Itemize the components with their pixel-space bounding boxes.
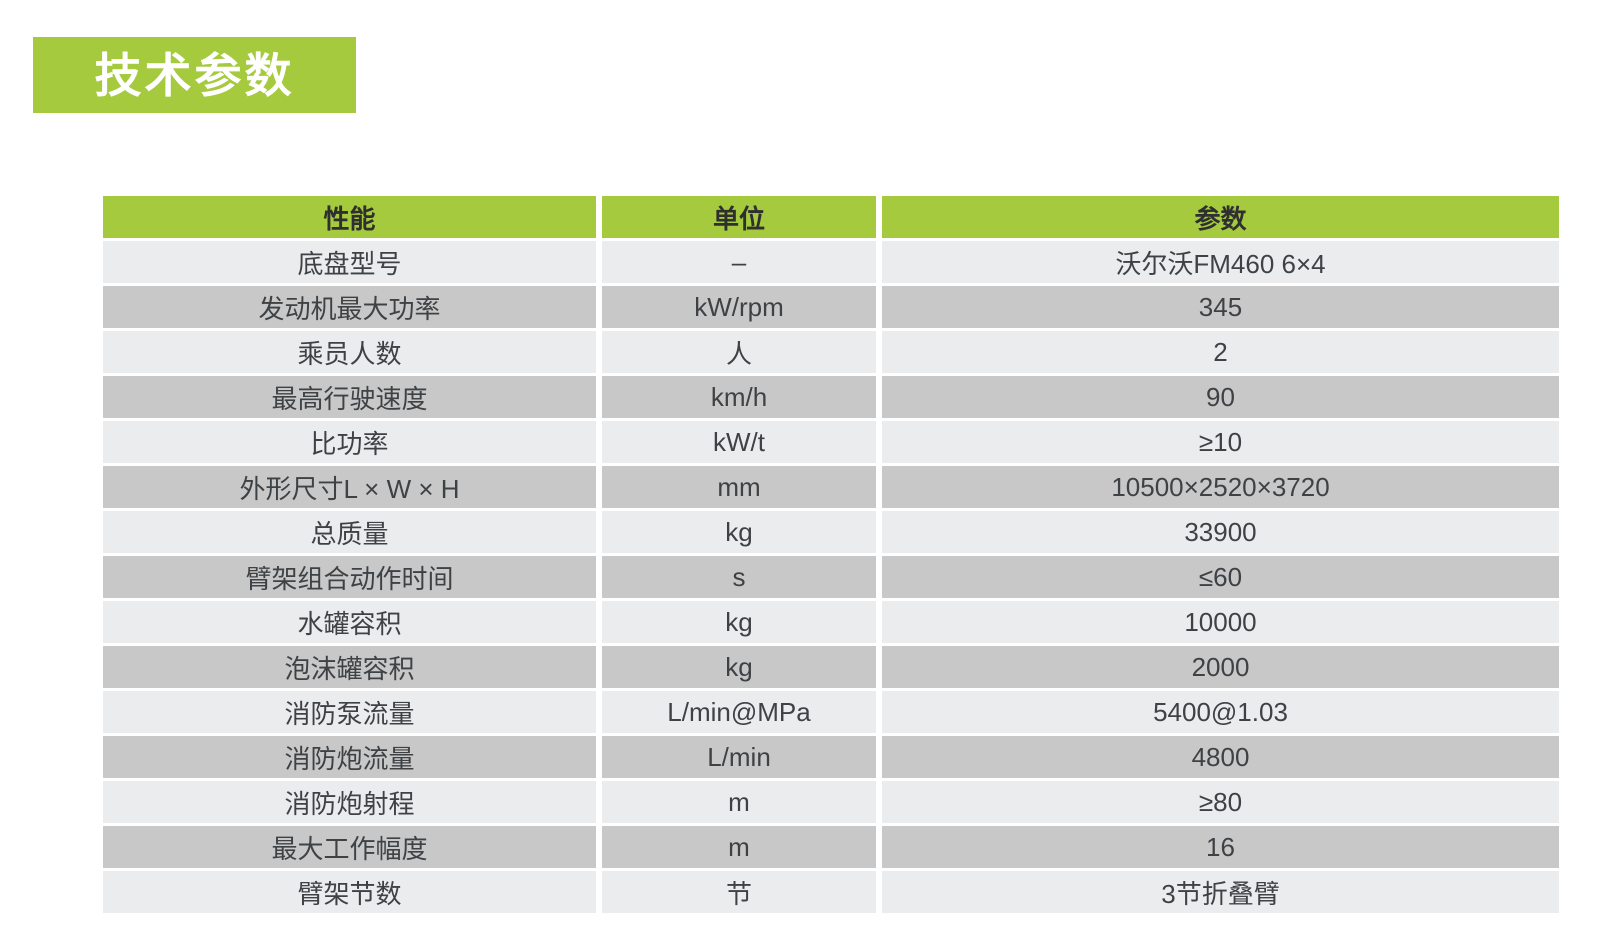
value-cell: 345 xyxy=(882,286,1559,328)
unit-cell: L/min@MPa xyxy=(602,691,876,733)
param-name-cell: 水罐容积 xyxy=(103,601,596,643)
unit-cell: L/min xyxy=(602,736,876,778)
unit-cell: kW/t xyxy=(602,421,876,463)
value-cell: 33900 xyxy=(882,511,1559,553)
section-title: 技术参数 xyxy=(94,48,295,102)
param-name-cell: 泡沫罐容积 xyxy=(103,646,596,688)
column-header-parameter: 参数 xyxy=(882,196,1559,238)
column-header-performance: 性能 xyxy=(103,196,596,238)
unit-cell: s xyxy=(602,556,876,598)
value-cell: 3节折叠臂 xyxy=(882,871,1559,913)
value-cell: 2000 xyxy=(882,646,1559,688)
section-title-badge: 技术参数 xyxy=(33,37,356,113)
column-header-unit: 单位 xyxy=(602,196,876,238)
unit-cell: kW/rpm xyxy=(602,286,876,328)
param-name-cell: 总质量 xyxy=(103,511,596,553)
param-name-cell: 最大工作幅度 xyxy=(103,826,596,868)
param-name-cell: 比功率 xyxy=(103,421,596,463)
value-cell: ≥10 xyxy=(882,421,1559,463)
param-name-cell: 臂架组合动作时间 xyxy=(103,556,596,598)
param-name-cell: 发动机最大功率 xyxy=(103,286,596,328)
value-cell: 10500×2520×3720 xyxy=(882,466,1559,508)
param-name-cell: 外形尺寸L × W × H xyxy=(103,466,596,508)
unit-cell: m xyxy=(602,781,876,823)
unit-cell: kg xyxy=(602,511,876,553)
unit-cell: 节 xyxy=(602,871,876,913)
value-cell: ≥80 xyxy=(882,781,1559,823)
unit-cell: 人 xyxy=(602,331,876,373)
value-cell: 90 xyxy=(882,376,1559,418)
unit-cell: kg xyxy=(602,601,876,643)
unit-cell: km/h xyxy=(602,376,876,418)
value-cell: 沃尔沃FM460 6×4 xyxy=(882,241,1559,283)
value-cell: 4800 xyxy=(882,736,1559,778)
param-name-cell: 底盘型号 xyxy=(103,241,596,283)
unit-cell: – xyxy=(602,241,876,283)
param-name-cell: 臂架节数 xyxy=(103,871,596,913)
param-name-cell: 最高行驶速度 xyxy=(103,376,596,418)
technical-parameters-table: 性能 单位 参数 底盘型号 – 沃尔沃FM460 6×4 发动机最大功率 kW/rpm 3… xyxy=(103,196,1559,913)
param-name-cell: 消防泵流量 xyxy=(103,691,596,733)
value-cell: 16 xyxy=(882,826,1559,868)
param-name-cell: 乘员人数 xyxy=(103,331,596,373)
value-cell: 5400@1.03 xyxy=(882,691,1559,733)
value-cell: 10000 xyxy=(882,601,1559,643)
value-cell: 2 xyxy=(882,331,1559,373)
param-name-cell: 消防炮流量 xyxy=(103,736,596,778)
unit-cell: m xyxy=(602,826,876,868)
param-name-cell: 消防炮射程 xyxy=(103,781,596,823)
unit-cell: mm xyxy=(602,466,876,508)
value-cell: ≤60 xyxy=(882,556,1559,598)
unit-cell: kg xyxy=(602,646,876,688)
